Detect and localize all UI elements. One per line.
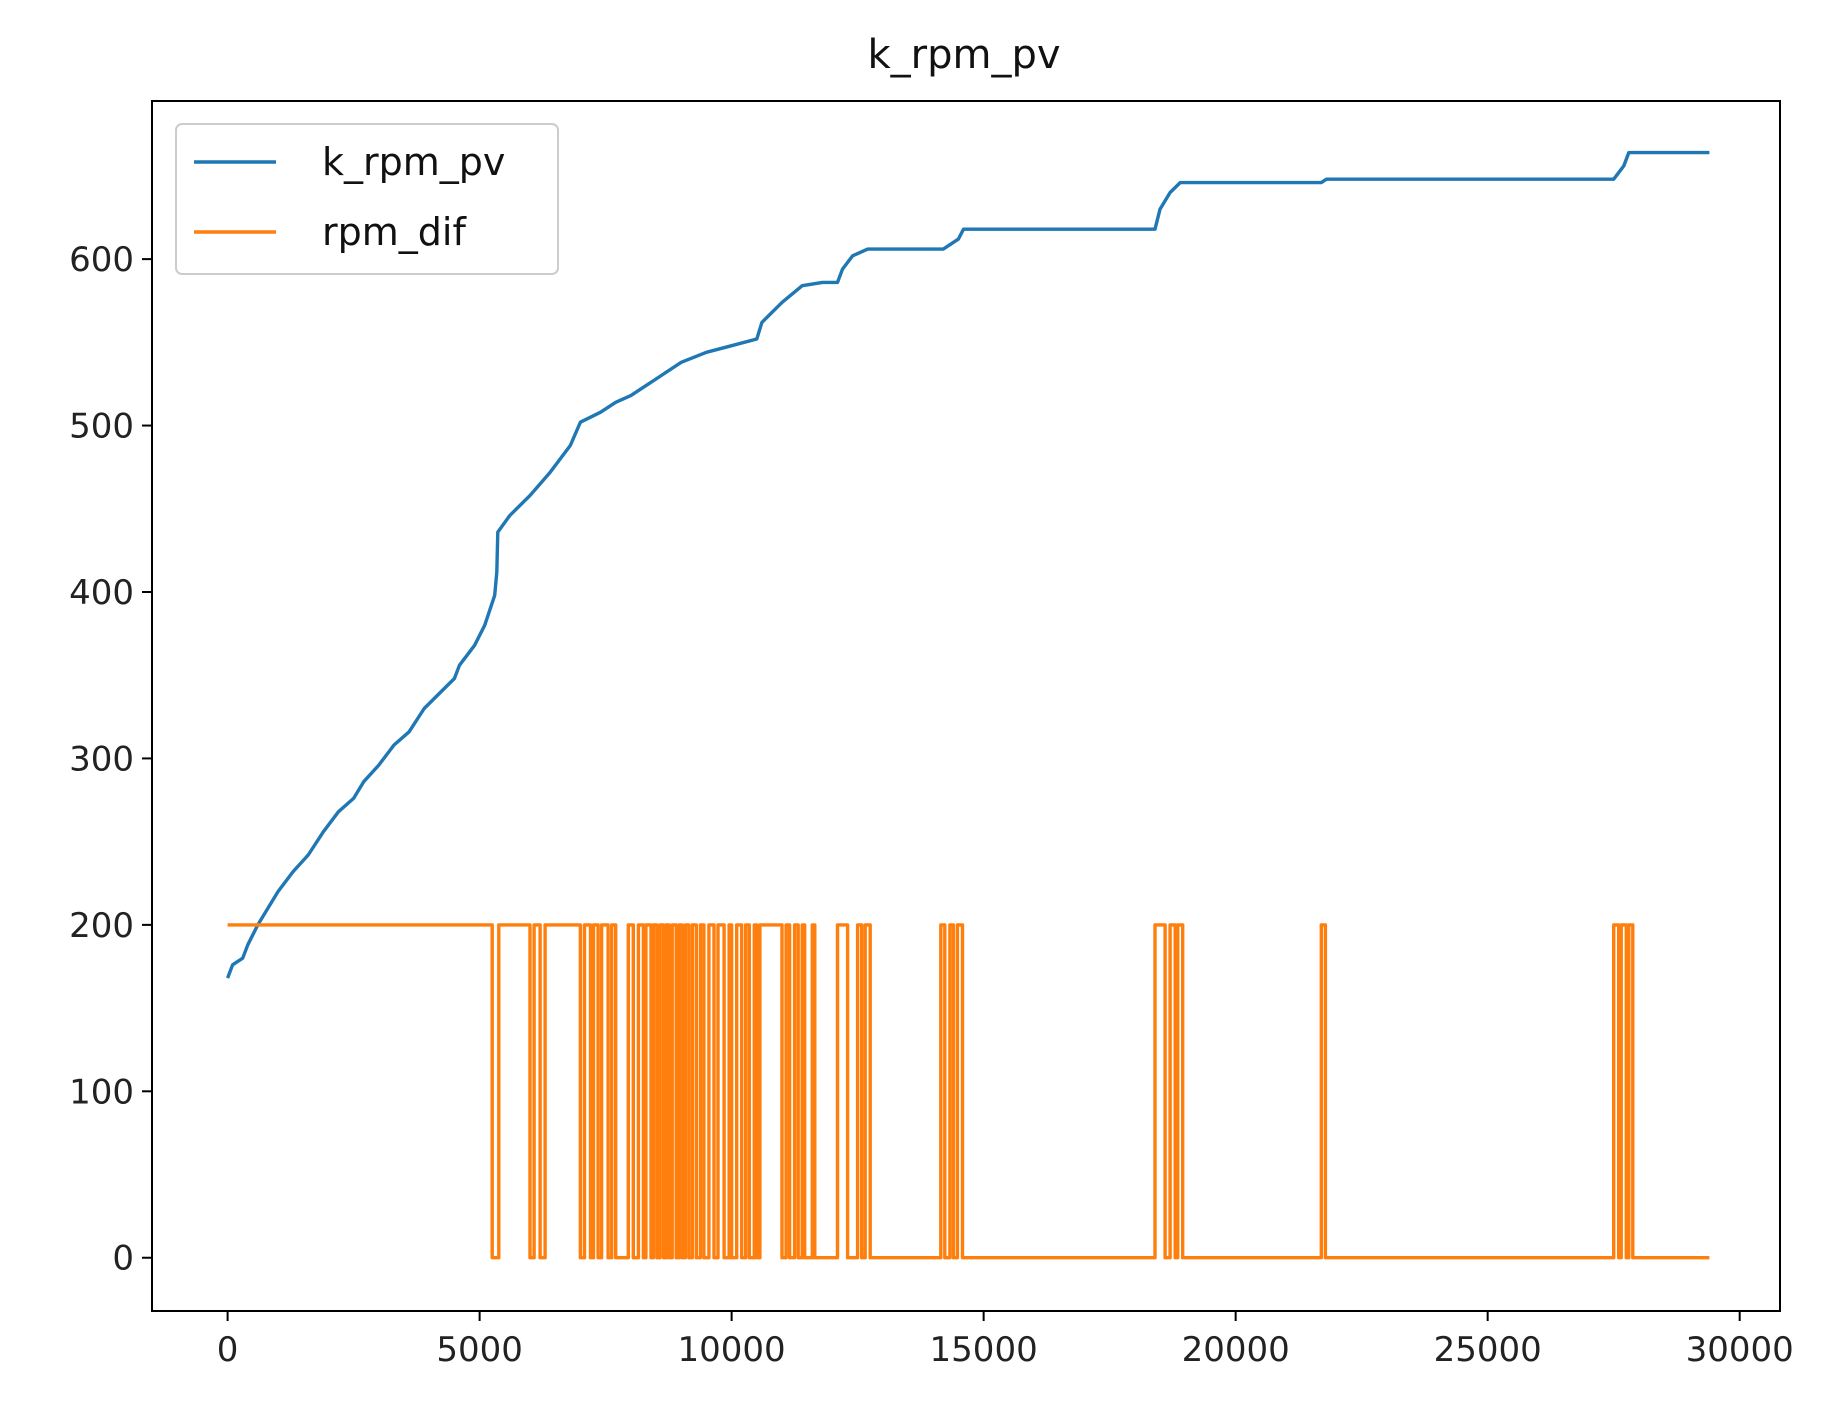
x-tick-label: 20000 xyxy=(1182,1330,1290,1370)
x-tick-label: 5000 xyxy=(436,1330,523,1370)
chart-title: k_rpm_pv xyxy=(867,32,1060,78)
x-tick-label: 15000 xyxy=(930,1330,1038,1370)
y-tick-label: 100 xyxy=(69,1072,134,1112)
x-tick-label: 10000 xyxy=(678,1330,786,1370)
x-tick-label: 30000 xyxy=(1686,1330,1794,1370)
y-tick-label: 200 xyxy=(69,906,134,946)
plot-area xyxy=(226,150,1710,1260)
series-line-k-rpm-pv xyxy=(226,150,1710,979)
x-tick-label: 0 xyxy=(217,1330,239,1370)
series-line-rpm-dif xyxy=(227,923,1710,1260)
legend-label-k-rpm-pv: k_rpm_pv xyxy=(322,140,505,184)
y-tick-label: 0 xyxy=(112,1239,134,1279)
legend-label-rpm-dif: rpm_dif xyxy=(322,210,467,254)
x-tick-label: 25000 xyxy=(1434,1330,1542,1370)
axes-frame xyxy=(151,100,1781,1312)
y-tick-label: 500 xyxy=(69,407,134,447)
legend: k_rpm_pv rpm_dif xyxy=(175,123,559,275)
y-tick-label: 400 xyxy=(69,573,134,613)
y-tick-label: 600 xyxy=(69,240,134,280)
axes: 0 5000 10000 15000 20000 25000 30000 0 100 200 300… xyxy=(69,100,1794,1370)
y-tick-label: 300 xyxy=(69,739,134,779)
